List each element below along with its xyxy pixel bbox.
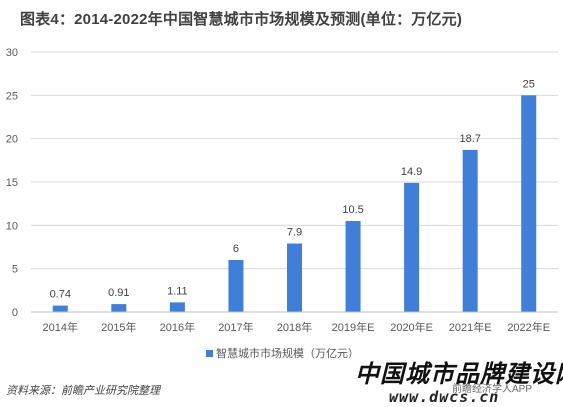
data-label: 18.7	[459, 133, 480, 145]
x-tick-label: 2018年	[277, 320, 312, 334]
y-tick-label: 20	[6, 134, 18, 146]
x-tick-label: 2016年	[160, 320, 195, 334]
y-tick-label: 30	[6, 47, 18, 59]
x-tick-label: 2017年	[218, 320, 253, 334]
data-label: 0.74	[50, 289, 71, 301]
data-label: 25	[523, 78, 535, 90]
legend-swatch	[206, 349, 213, 357]
bar	[462, 149, 478, 312]
bar	[228, 260, 244, 312]
x-tick-label: 2015年	[101, 320, 136, 334]
bar	[287, 243, 302, 312]
x-axis-ticks: 2014年 2015年 2016年 2017年 2018年 2019年E 2020年E 202…	[43, 320, 551, 334]
y-tick-label: 10	[6, 220, 18, 232]
x-tick-label: 2021年E	[449, 320, 492, 334]
data-label: 14.9	[401, 166, 422, 178]
data-label: 1.11	[167, 285, 188, 297]
source-note: 资料来源：前瞻产业研究院整理	[6, 385, 160, 397]
bar	[521, 95, 537, 312]
bar	[404, 182, 420, 312]
y-tick-label: 25	[6, 90, 18, 102]
x-tick-label: 2019年E	[332, 320, 375, 334]
watermark-url: www.dwcs.cn	[389, 388, 500, 406]
data-label: 6	[233, 243, 239, 255]
data-labels: 0.74 0.91 1.11 6 7.9 10.5 14.9 18.7 25	[50, 78, 535, 300]
y-tick-label: 15	[6, 177, 18, 189]
y-axis-ticks: 0 5 10 15 20 25 30	[6, 47, 18, 319]
y-tick-label: 0	[12, 307, 18, 319]
data-label: 0.91	[108, 287, 129, 299]
bar	[111, 304, 127, 312]
bar	[169, 302, 185, 312]
chart-title: 图表4：2014-2022年中国智慧城市市场规模及预测(单位：万亿元)	[20, 11, 463, 28]
legend: 智慧城市市场规模（万亿元）	[206, 345, 359, 361]
x-tick-label: 2022年E	[507, 320, 550, 334]
y-tick-label: 5	[12, 264, 18, 276]
bars	[52, 95, 537, 312]
bar	[52, 305, 68, 312]
bar	[345, 221, 361, 312]
data-label: 7.9	[287, 227, 302, 239]
legend-label: 智慧城市市场规模（万亿元）	[216, 348, 359, 360]
watermark-site-name: 中国城市品牌建设网	[355, 359, 563, 388]
data-label: 10.5	[342, 204, 363, 216]
x-tick-label: 2014年	[43, 320, 78, 334]
x-tick-label: 2020年E	[390, 320, 433, 334]
watermark-app-name: 前瞻经济学人APP	[452, 384, 533, 395]
